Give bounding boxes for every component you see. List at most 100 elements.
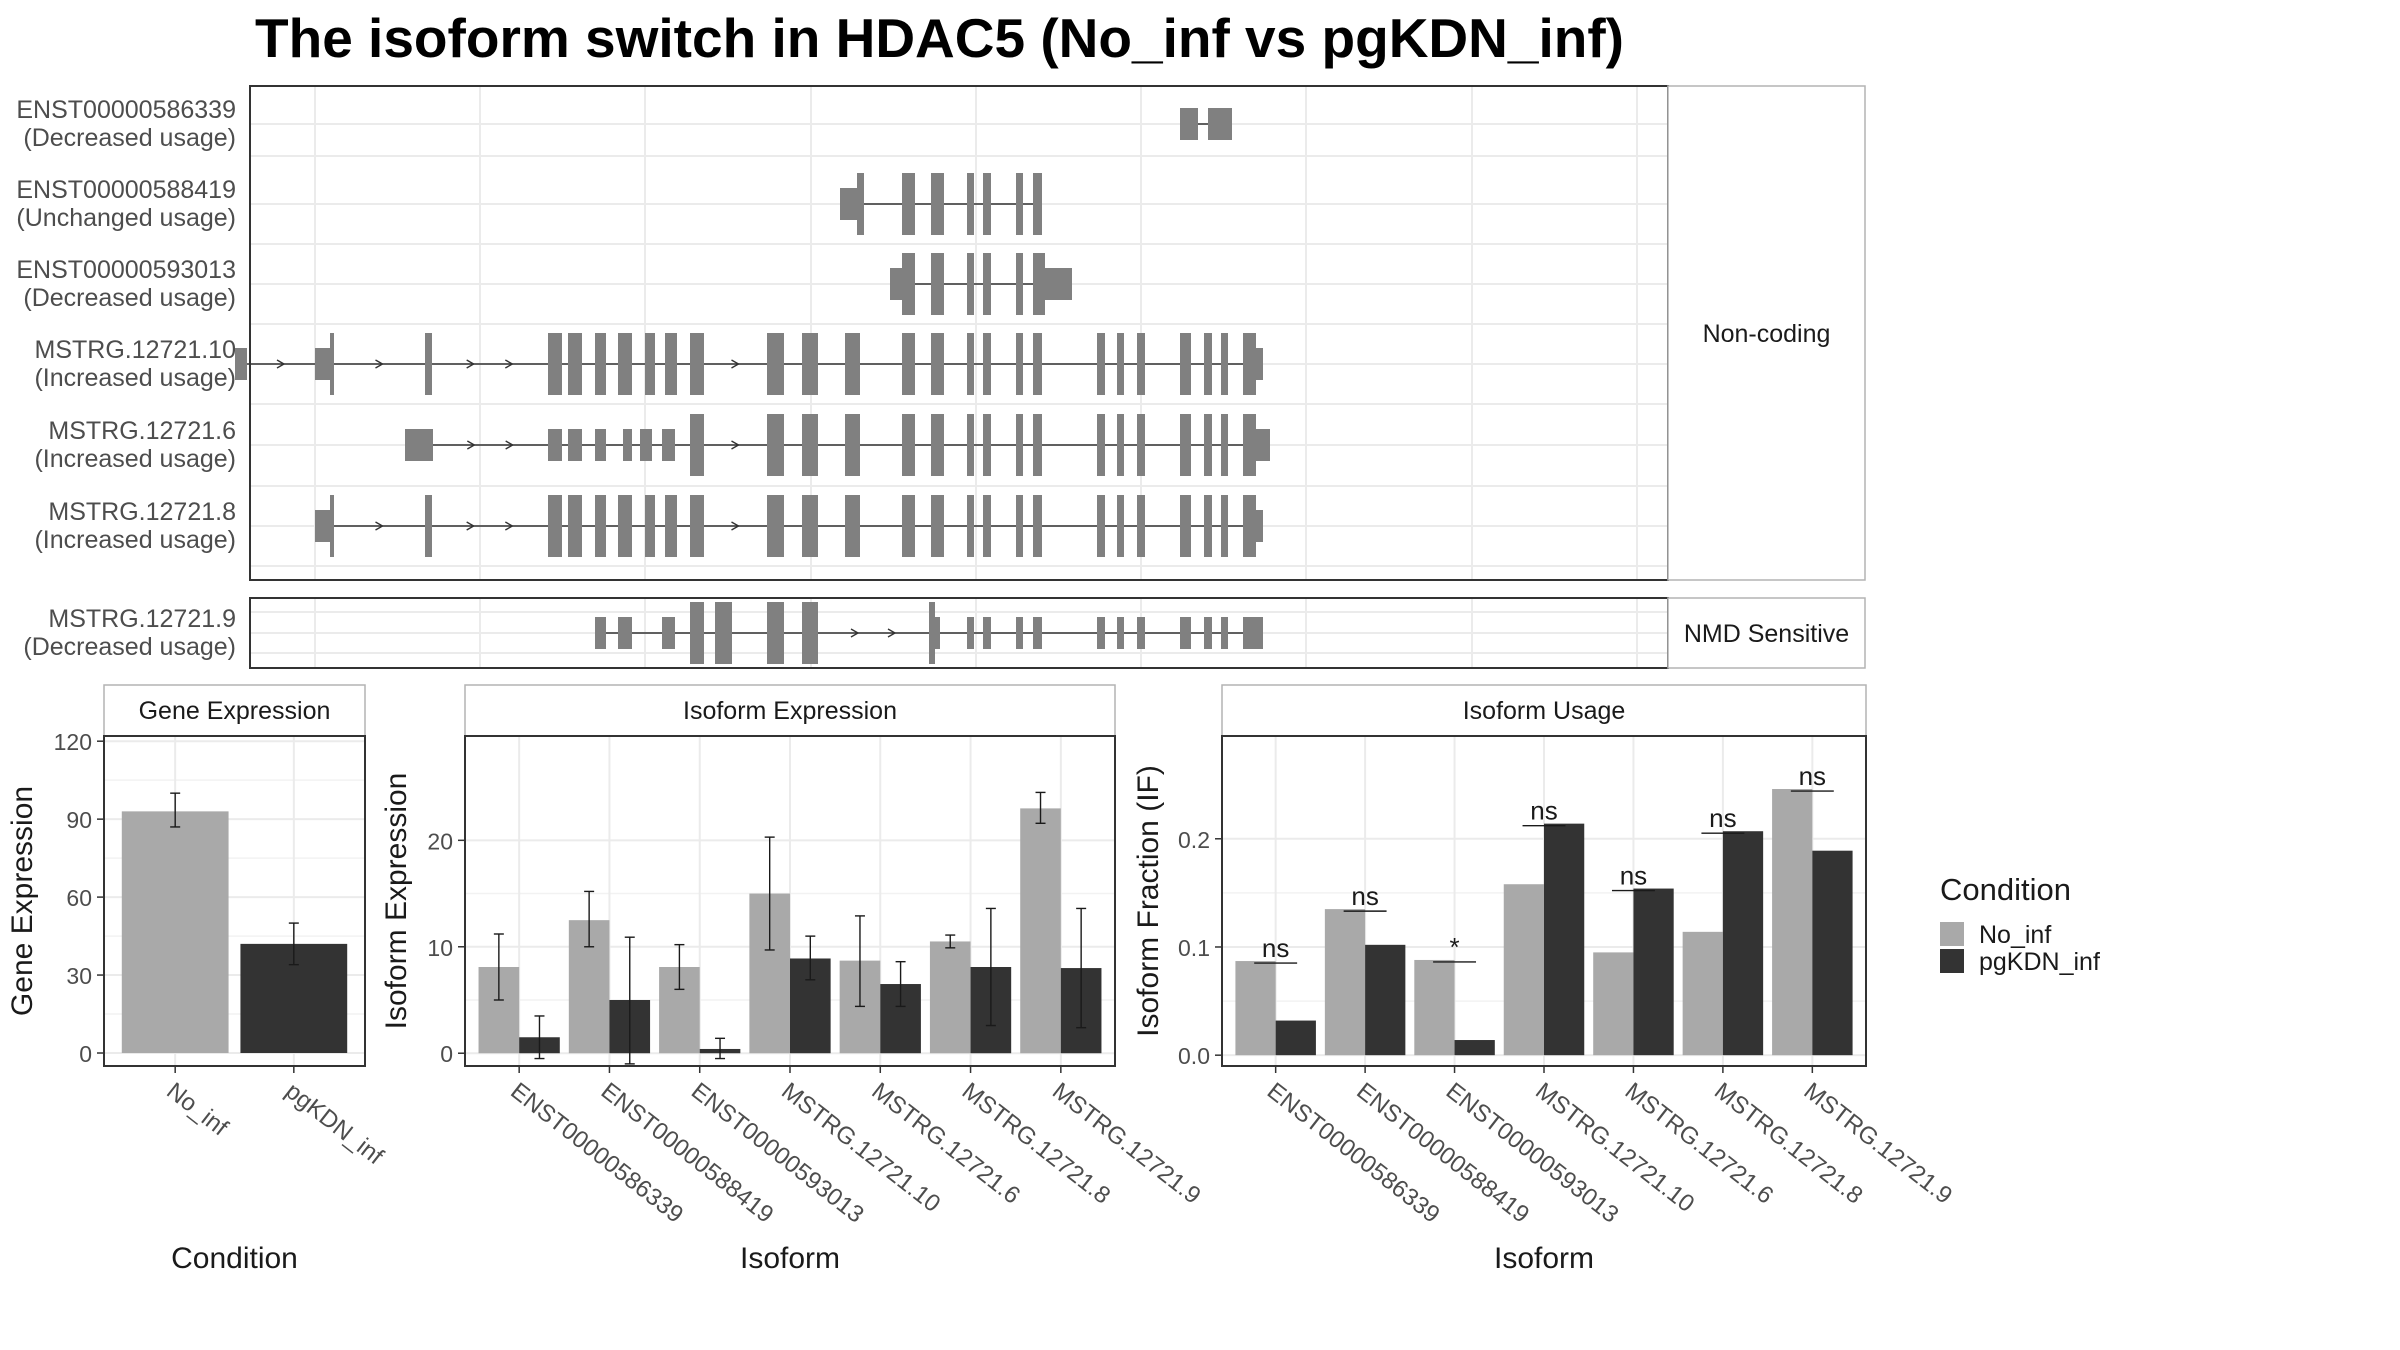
strand-arrow xyxy=(466,359,476,369)
y-tick-label: 20 xyxy=(427,828,453,854)
exon-block xyxy=(767,333,784,395)
exon-block xyxy=(690,333,704,395)
exon-block xyxy=(931,414,944,476)
significance-label: ns xyxy=(1709,803,1736,833)
y-tick-label: 120 xyxy=(54,729,92,755)
x-tick-label: MSTRG.12721.6 xyxy=(867,1077,1026,1209)
exon-block xyxy=(690,495,704,557)
exon-block xyxy=(931,253,944,315)
bar xyxy=(1275,1020,1316,1056)
exon-block xyxy=(595,333,606,395)
bar xyxy=(1324,909,1366,1056)
facet-strip xyxy=(1667,597,1866,669)
bar xyxy=(1682,931,1723,1056)
significance-label: ns xyxy=(1351,881,1378,911)
transcript-usage-label: (Increased usage) xyxy=(34,526,236,554)
exon-block xyxy=(618,495,632,557)
exon-block xyxy=(1180,108,1198,140)
exon-block xyxy=(967,414,974,476)
exon-block xyxy=(595,429,606,461)
y-tick-label: 10 xyxy=(427,935,453,961)
x-tick-label: MSTRG.12721.10 xyxy=(1530,1077,1699,1217)
exon-block xyxy=(902,333,915,395)
x-tick-label: ENST00000586339 xyxy=(505,1077,688,1228)
exon-block xyxy=(1256,617,1263,649)
exon-block xyxy=(665,495,677,557)
exon-block xyxy=(568,495,582,557)
bar xyxy=(1812,850,1853,1056)
exon-block xyxy=(931,333,944,395)
significance-label: ns xyxy=(1799,761,1826,791)
exon-block xyxy=(645,495,655,557)
transcript-id-label: MSTRG.12721.10 xyxy=(35,336,237,364)
exon-block xyxy=(802,495,818,557)
transcript-usage-label: (Increased usage) xyxy=(34,445,236,473)
transcript-usage-label: (Unchanged usage) xyxy=(16,204,236,232)
exon-block xyxy=(618,617,632,649)
exon-block xyxy=(405,429,433,461)
exon-block xyxy=(1221,617,1228,649)
legend-swatch xyxy=(1940,922,1964,946)
exon-block xyxy=(1243,333,1256,395)
strand-arrow xyxy=(466,521,476,531)
figure-title: The isoform switch in HDAC5 (No_inf vs p… xyxy=(255,7,1624,69)
exon-block xyxy=(802,333,818,395)
exon-block xyxy=(983,495,991,557)
transcript-usage-label: (Decreased usage) xyxy=(23,124,236,152)
exon-block xyxy=(1180,495,1191,557)
exon-block xyxy=(1204,617,1212,649)
y-tick-label: 60 xyxy=(66,885,92,911)
exon-block xyxy=(1221,495,1228,557)
exon-block xyxy=(1016,495,1023,557)
exon-block xyxy=(967,617,974,649)
strand-arrow xyxy=(887,628,897,638)
facet-strip-label: Non-coding xyxy=(1703,320,1831,348)
exon-block xyxy=(931,495,944,557)
bar xyxy=(1235,961,1276,1056)
exon-block xyxy=(1097,617,1105,649)
exon-block xyxy=(983,253,991,315)
exon-block xyxy=(845,495,860,557)
exon-block xyxy=(967,253,974,315)
exon-block xyxy=(1097,333,1105,395)
exon-block xyxy=(568,333,582,395)
exon-block xyxy=(902,253,915,315)
exon-block xyxy=(1016,173,1023,235)
x-tick-label: MSTRG.12721.8 xyxy=(957,1077,1116,1209)
plot-border xyxy=(103,735,366,1067)
y-tick-label: 0 xyxy=(79,1041,92,1067)
x-axis-title: Condition xyxy=(171,1242,298,1275)
bar xyxy=(1722,831,1764,1056)
exon-block xyxy=(902,495,915,557)
exon-block xyxy=(1016,617,1023,649)
y-tick-label: 0.0 xyxy=(1178,1043,1210,1069)
exon-block xyxy=(1117,414,1124,476)
exon-block xyxy=(1204,414,1212,476)
bar xyxy=(1020,808,1061,1054)
exon-block xyxy=(662,617,675,649)
exon-block xyxy=(1256,348,1263,380)
strand-arrow xyxy=(466,440,476,450)
exon-block xyxy=(1243,495,1256,557)
strand-arrow xyxy=(276,359,286,369)
x-tick-label: MSTRG.12721.6 xyxy=(1620,1077,1779,1209)
exon-block xyxy=(983,414,991,476)
x-tick-label: No_inf xyxy=(161,1077,233,1141)
exon-block xyxy=(1221,333,1228,395)
exon-block xyxy=(1180,414,1191,476)
legend-label: pgKDN_inf xyxy=(1979,948,2100,976)
exon-block xyxy=(665,333,677,395)
exon-block xyxy=(645,333,655,395)
exon-block xyxy=(802,602,818,664)
exon-block xyxy=(1016,333,1023,395)
exon-block xyxy=(1137,495,1145,557)
exon-block xyxy=(967,333,974,395)
exon-block xyxy=(983,617,991,649)
exon-block xyxy=(1117,495,1124,557)
transcript-id-label: ENST00000593013 xyxy=(16,256,236,284)
exon-block xyxy=(595,617,606,649)
significance-label: ns xyxy=(1262,933,1289,963)
exon-block xyxy=(640,429,652,461)
